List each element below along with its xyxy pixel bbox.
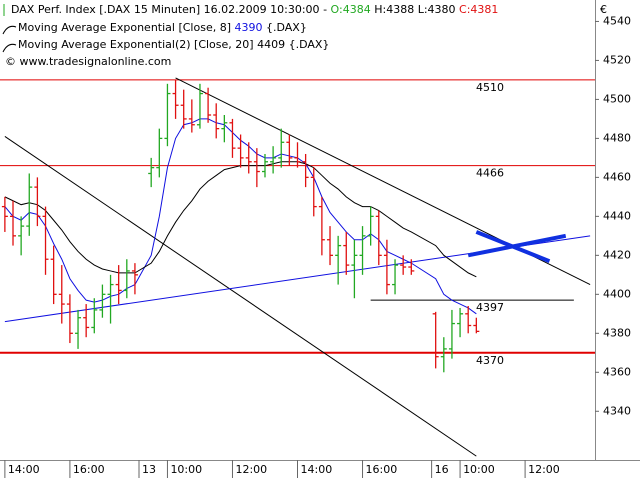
- y-tick-label: 4480: [603, 131, 631, 144]
- plot-area: 4510 4466 4370 4397: [0, 77, 595, 457]
- x-tick-label: 16:00: [366, 463, 398, 476]
- copyright: © www.tradesignalonline.com: [5, 55, 171, 68]
- y-tick-label: 4380: [603, 326, 631, 339]
- currency: €: [600, 3, 607, 16]
- legend-entry: Moving Average Exponential [Close, 8] 43…: [18, 21, 307, 34]
- y-tick-label: 4360: [603, 365, 631, 378]
- x-tick-label: 13: [142, 463, 156, 476]
- legend-instrument: {.DAX}: [289, 38, 330, 51]
- header: DAX Perf. Index [.DAX 15 Minuten] 16.02.…: [2, 3, 498, 68]
- x-tick-label: 14:00: [8, 463, 40, 476]
- instrument: DAX Perf. Index [.DAX 15 Minuten]: [11, 3, 200, 16]
- close-label: C:4381: [459, 3, 498, 16]
- y-tick-label: 4420: [603, 248, 631, 261]
- legend-value: 4409: [257, 38, 285, 51]
- legend-icon: [2, 25, 17, 35]
- legend-name: Moving Average Exponential [Close, 8]: [18, 21, 231, 34]
- legend-icon: [2, 43, 17, 53]
- low-label: L:4380: [418, 3, 456, 16]
- high-label: H:4388: [374, 3, 414, 16]
- legend-name: Moving Average Exponential(2) [Close, 20…: [18, 38, 254, 51]
- x-tick-label: 16:00: [73, 463, 105, 476]
- legend-entry: Moving Average Exponential(2) [Close, 20…: [18, 38, 329, 51]
- y-tick-label: 4540: [603, 14, 631, 27]
- x-tick-label: 10:00: [463, 463, 495, 476]
- x-tick-label: 14:00: [301, 463, 333, 476]
- open-label: O:4384: [331, 3, 371, 16]
- y-tick-label: 4460: [603, 170, 631, 183]
- y-tick-label: 4440: [603, 209, 631, 222]
- y-tick-label: 4400: [603, 287, 631, 300]
- level-label: 4466: [476, 167, 504, 180]
- legend-instrument: {.DAX}: [266, 21, 307, 34]
- trend-line: [467, 233, 567, 258]
- header-text: DAX Perf. Index [.DAX 15 Minuten] 16.02.…: [11, 3, 498, 16]
- y-tick-label: 4500: [603, 92, 631, 105]
- separator: -: [323, 3, 327, 16]
- level-label: 4370: [476, 354, 504, 367]
- x-tick-label: 12:00: [235, 463, 267, 476]
- x-tick-label: 12:00: [528, 463, 560, 476]
- level-label: 4510: [476, 81, 504, 94]
- datetime: 16.02.2009 10:30:00: [204, 3, 320, 16]
- x-tick-label: 10:00: [170, 463, 202, 476]
- y-tick-label: 4340: [603, 404, 631, 417]
- legend-value: 4390: [235, 21, 263, 34]
- level-label: 4397: [476, 301, 504, 314]
- ma-line: [4, 118, 477, 315]
- trend-line: [4, 136, 477, 457]
- ma-line: [4, 161, 477, 278]
- x-tick-label: 16: [435, 463, 449, 476]
- y-tick-label: 4520: [603, 53, 631, 66]
